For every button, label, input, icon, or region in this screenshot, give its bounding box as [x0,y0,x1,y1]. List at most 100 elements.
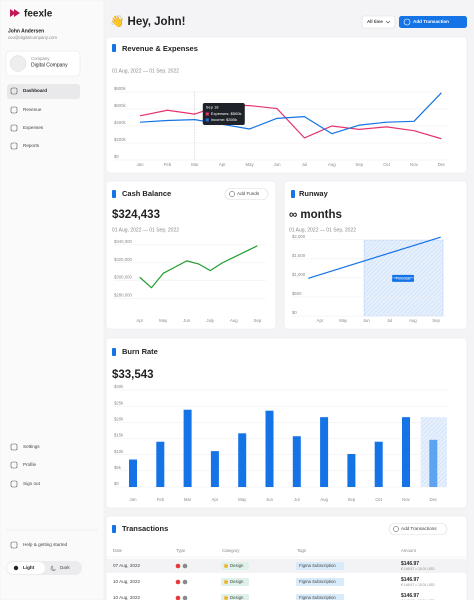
card-button[interactable] [388,523,448,535]
moon-icon [50,565,56,572]
bar [347,454,356,487]
x-tick-label: Apr [136,318,143,323]
bar [156,441,165,487]
y-tick-label: $0 [114,154,119,159]
x-tick-label: Jul [294,497,300,502]
column-header: Date [113,548,123,553]
chevron [385,20,391,24]
x-tick-label: Oct [375,497,382,502]
type-icon [182,595,188,600]
x-tick-label: Dec [429,497,437,502]
x-tick-label: Jul [387,318,393,323]
x-tick-label: Apr [212,497,219,502]
y-tick-label: $20k [114,416,124,421]
title-marker [112,348,116,356]
nav-item: Settings [23,444,40,449]
y-tick-label: $300,000 [114,275,133,280]
company-name: Digital Company [31,62,68,68]
card-title: Burn Rate [122,347,158,356]
filter-button[interactable] [361,15,396,29]
card-button[interactable] [224,188,269,200]
theme-option: Light [23,565,35,570]
line-series [139,245,258,289]
nav-icon [10,106,18,114]
column-header: Category [222,548,240,553]
y-tick-label: $0 [292,310,297,315]
tag-chip-label: Figma Subscription [299,579,336,584]
line-series [139,92,442,135]
x-tick-label: Sep [432,318,440,323]
x-tick-label: Aug [409,318,417,323]
x-tick-label: Jun [183,318,191,323]
category-chip [221,562,249,570]
line-series [139,104,442,140]
nav-active [7,84,80,99]
column-header: Type [176,548,186,553]
bar [374,441,383,487]
logo [10,9,20,17]
y-tick-label: $500 [292,291,302,296]
column-header: Amount [401,548,417,553]
nav-icon [10,87,18,95]
tag-chip-label: Figma Subscription [299,563,336,568]
tooltip [202,103,245,125]
card-title: Cash Balance [122,189,171,198]
x-tick-label: Jan [137,162,145,167]
amount-converted: € 146.97 ≈ 10.01 USD [401,599,435,600]
type-icon [175,579,181,585]
y-tick-label: $10k [114,449,124,454]
category-chip-label: Design [230,595,244,600]
x-tick-label: May [238,497,247,502]
line-series [308,236,441,279]
category-chip-label: Design [230,579,244,584]
x-tick-label: Aug [328,162,336,167]
sun-icon [13,565,19,571]
y-tick-label: $0 [114,481,119,486]
company-card[interactable] [5,50,81,77]
x-tick-label: July [206,318,214,323]
plus-icon [403,18,411,26]
bar [320,417,329,487]
plus-icon [393,526,399,532]
x-tick-label: Aug [230,318,238,323]
amount: $146.97 [401,561,419,567]
y-tick-label: $200k [114,137,127,142]
y-tick-label: $400k [114,120,127,125]
column-header: Tags [297,548,306,553]
sidebar [0,0,105,600]
bar [210,451,219,487]
x-tick-label: Mar [191,162,199,167]
category-emoji [224,596,228,600]
x-tick-label: May [339,318,348,323]
tag-chip [296,562,344,570]
x-tick-label: Dec [438,162,446,167]
user-name: John Andersen [8,28,44,34]
nav-icon [10,541,18,549]
add-transaction-button[interactable] [399,16,467,28]
type-icon [175,563,181,569]
x-tick-label: Feb [164,162,172,167]
x-tick-label: Jun [266,497,274,502]
x-tick-label: Feb [157,497,165,502]
x-tick-label: Nov [410,162,418,167]
title-marker [112,525,116,533]
theme-light[interactable] [7,562,45,574]
nav-icon [10,443,18,451]
tooltip-item: Income: $300k [211,117,237,122]
row-highlight [106,559,467,573]
amount: $146.97 [401,577,419,583]
brand: feexle [24,9,53,20]
x-tick-label: Jan [130,497,138,502]
category-chip [221,578,249,586]
nav-item: Revenue [23,107,42,112]
x-tick-label: Mar [184,497,192,502]
card [105,36,468,174]
x-tick-label: Jun [274,162,282,167]
y-tick-label: $15k [114,433,124,438]
x-tick-label: Nov [402,497,410,502]
x-tick-label: Apr [317,318,324,323]
button-label: Add Transaction [413,19,449,24]
x-tick-label: Oct [383,162,390,167]
amount-converted: € 146.97 ≈ 10.01 USD [401,583,435,587]
nav-icon [10,124,18,132]
